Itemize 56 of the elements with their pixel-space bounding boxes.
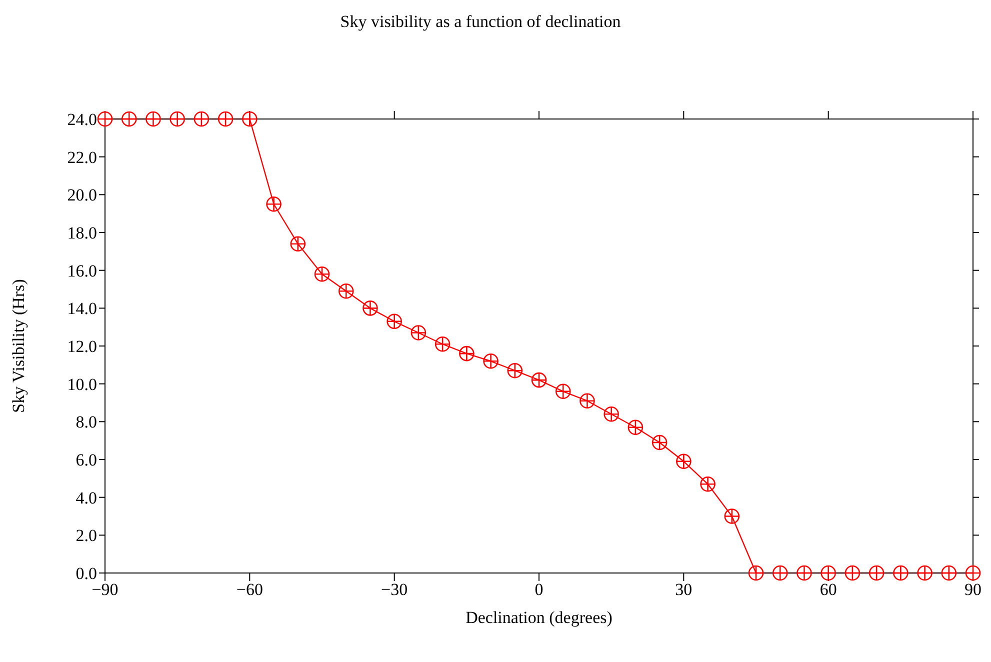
point (772, 565, 788, 581)
y-tick-label: 16.0 (67, 261, 97, 280)
point (290, 236, 306, 252)
point (676, 454, 692, 470)
y-tick-label: 18.0 (67, 224, 97, 243)
point (700, 476, 716, 492)
point (362, 300, 378, 316)
point (893, 565, 908, 581)
x-tick-label: 90 (964, 580, 982, 600)
point (580, 393, 595, 409)
point (338, 283, 354, 299)
x-axis-title: Declination (degrees) (466, 608, 612, 627)
y-tick-label: 2.0 (76, 526, 97, 546)
y-tick-label: 10.0 (67, 374, 97, 394)
point (748, 565, 764, 581)
x-tick-label: −30 (381, 580, 408, 600)
point (507, 362, 523, 378)
point (917, 565, 932, 581)
point (531, 372, 547, 388)
point (170, 111, 185, 127)
point (820, 565, 836, 581)
y-tick-label: 6.0 (76, 450, 97, 470)
point (628, 420, 644, 435)
point (652, 434, 668, 450)
y-tick-label: 22.0 (67, 148, 97, 167)
y-tick-label: 24.0 (67, 110, 97, 130)
point (796, 565, 812, 581)
point (121, 111, 137, 127)
point (724, 508, 740, 524)
point (146, 111, 161, 127)
x-tick-label: 60 (820, 580, 837, 600)
y-tick-label: 20.0 (67, 186, 97, 205)
y-tick-label: 8.0 (76, 412, 97, 432)
x-tick-label: −60 (236, 580, 263, 600)
point (242, 111, 258, 127)
x-tick-label: 0 (534, 580, 544, 600)
y-tick-label: 14.0 (67, 299, 97, 318)
y-tick-label: 4.0 (76, 488, 97, 508)
point (459, 346, 474, 362)
point (941, 565, 957, 581)
point (868, 565, 884, 581)
point (314, 266, 330, 282)
point (434, 336, 450, 352)
point (844, 565, 860, 581)
point (483, 353, 498, 369)
point (218, 111, 234, 127)
point (266, 196, 282, 212)
x-tick-label: 30 (675, 580, 692, 600)
y-axis-title: Sky Visibility (Hrs) (9, 279, 28, 413)
y-tick-label: 12.0 (67, 337, 97, 356)
point (410, 325, 426, 340)
point (386, 314, 402, 330)
chart-title: Sky visibility as a function of declination (339, 12, 622, 32)
point (194, 111, 210, 127)
point (604, 406, 619, 422)
point (555, 384, 571, 400)
